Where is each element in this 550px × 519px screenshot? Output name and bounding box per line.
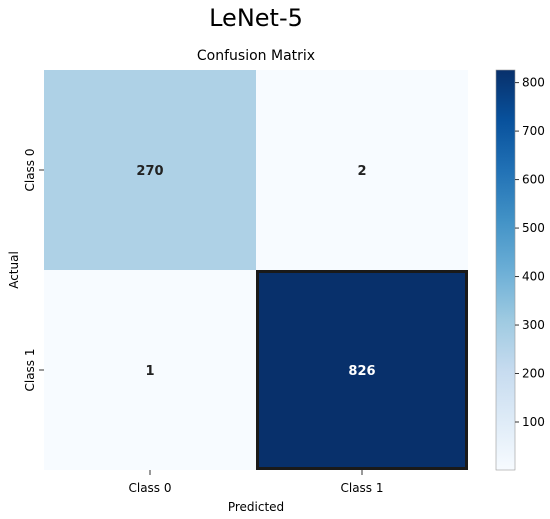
colorbar-tick-label: 400 [522,270,545,284]
cell-labels: 270 2 1 826 [136,164,375,379]
colorbar-tick-label: 200 [522,367,545,381]
colorbar: 100 200 300 400 500 600 700 800 [495,69,545,471]
heatmap-cell [256,70,468,270]
colorbar-frame [495,69,516,471]
heatmap-cell [44,70,256,270]
heatmap [44,70,468,470]
x-axis-label: Predicted [228,500,284,514]
cell-value-label: 1 [145,364,154,379]
figure-suptitle: LeNet-5 [209,4,303,32]
x-tick-label: Class 0 [128,481,171,495]
colorbar-tick-label: 500 [522,221,545,235]
colorbar-tick-label: 800 [522,76,545,90]
highlighted-cell-border [256,270,468,470]
colorbar-tick-label: 600 [522,173,545,187]
y-axis-ticks: Class 0 Class 1 [23,148,44,392]
colorbar-ticks: 100 200 300 400 500 600 700 800 [515,76,545,429]
y-axis-label: Actual [7,251,21,289]
cell-value-label: 2 [357,164,366,179]
chart-title: Confusion Matrix [197,48,315,64]
heatmap-cell [256,270,468,470]
cell-value-label: 270 [136,164,163,179]
y-tick-label: Class 1 [23,348,37,391]
cell-value-label: 826 [348,364,375,379]
x-tick-label: Class 1 [340,481,383,495]
y-tick-label: Class 0 [23,148,37,191]
colorbar-tick-label: 100 [522,415,545,429]
colorbar-gradient [496,70,515,470]
heatmap-cell [44,270,256,470]
colorbar-tick-label: 700 [522,124,545,138]
x-axis-ticks: Class 0 Class 1 [128,470,384,495]
colorbar-tick-label: 300 [522,318,545,332]
